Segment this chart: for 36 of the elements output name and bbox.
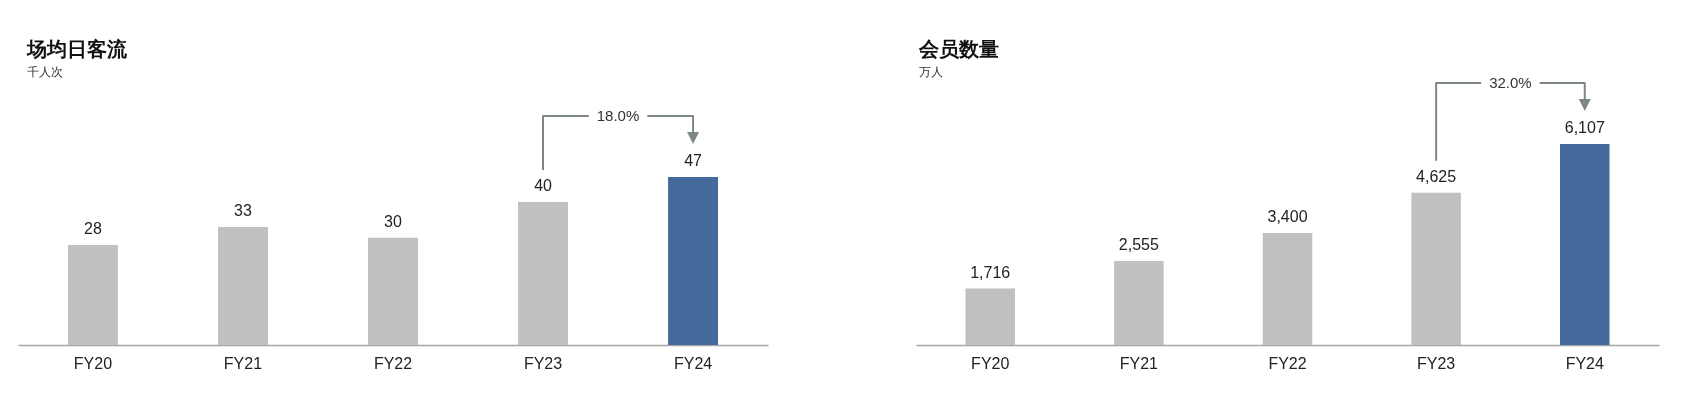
chart-title: 会员数量: [919, 37, 999, 61]
text: 18.0%: [596, 107, 640, 124]
chart-subtitle: 万人: [919, 65, 943, 79]
bar: [1114, 260, 1164, 345]
bar: [1560, 144, 1610, 345]
bar: [965, 288, 1015, 345]
data-label: 1,716: [970, 263, 1011, 281]
x-tick-label: FY23: [523, 354, 563, 372]
data-label: 47: [684, 152, 703, 169]
bar: [67, 244, 118, 345]
bar: [368, 237, 418, 345]
data-label: 40: [534, 177, 553, 195]
data-label: 28: [84, 219, 102, 237]
data-label: 2,555: [1118, 235, 1159, 253]
bar: [217, 227, 268, 345]
bar: [518, 202, 569, 345]
bar: [1262, 233, 1313, 345]
x-tick-label: FY24: [1565, 354, 1604, 372]
chart-subtitle: 千人次: [27, 65, 63, 79]
x-tick-label: FY23: [1417, 354, 1456, 372]
x-tick-label: FY22: [373, 354, 413, 372]
data-label: 3,400: [1267, 208, 1308, 226]
text: 32.0%: [1489, 74, 1532, 91]
x-tick-label: FY20: [971, 354, 1010, 372]
x-tick-label: FY22: [1268, 354, 1307, 372]
x-tick-label: FY21: [1119, 354, 1159, 372]
bar: [668, 177, 719, 345]
data-label: 6,107: [1564, 119, 1605, 136]
x-tick-label: FY21: [223, 354, 263, 372]
data-label: 33: [234, 202, 252, 220]
chart-title: 场均日客流: [27, 37, 127, 61]
x-tick-label: FY20: [73, 354, 113, 372]
bar: [1411, 192, 1461, 345]
data-label: 30: [384, 212, 402, 230]
x-tick-label: FY24: [673, 354, 713, 372]
data-label: 4,625: [1416, 167, 1457, 185]
